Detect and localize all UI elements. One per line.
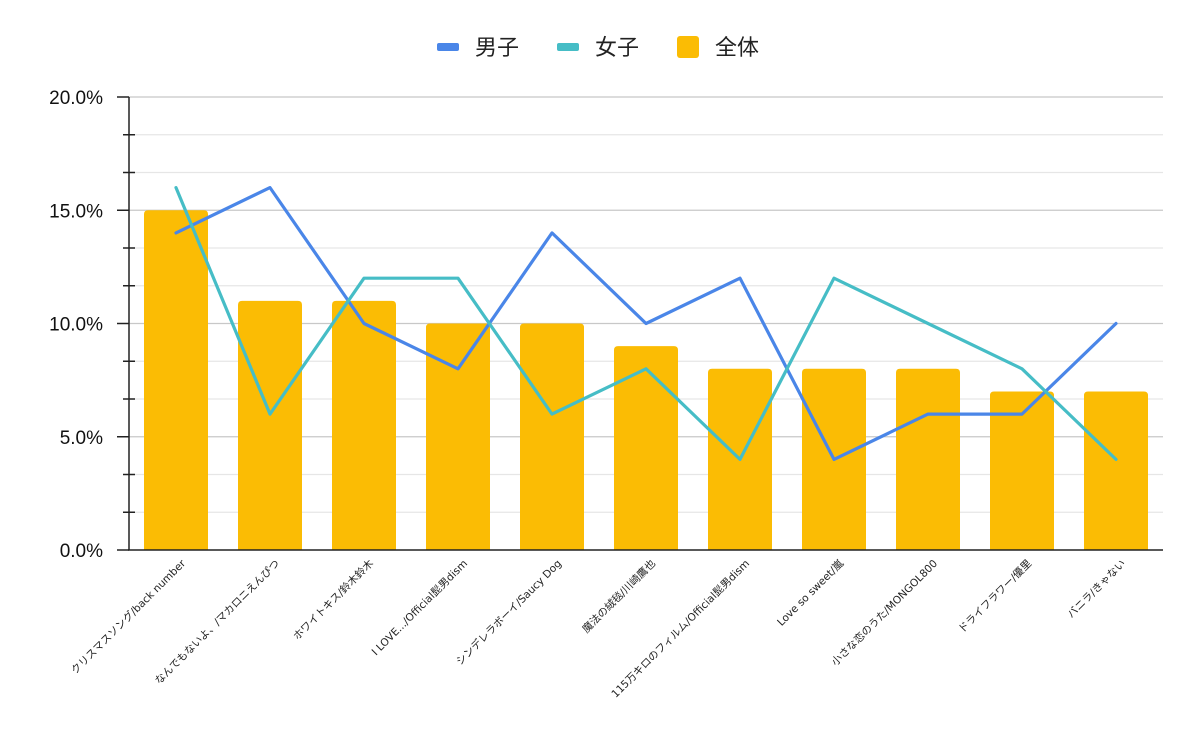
- y-tick-label: 15.0%: [49, 201, 103, 222]
- bar-2: [332, 300, 396, 550]
- y-tick-label: 5.0%: [60, 428, 103, 449]
- bar-8: [896, 368, 960, 550]
- y-tick-labels: 0.0% 5.0% 10.0% 15.0% 20.0%: [49, 88, 103, 562]
- bar-9: [990, 391, 1054, 550]
- legend-swatch-line: [557, 43, 579, 51]
- x-tick-label: クリスマスソング/back number: [68, 556, 188, 676]
- x-tick-label: バニラ/きゃない: [1065, 558, 1128, 621]
- legend: 男子 女子 全体: [437, 36, 759, 61]
- x-tick-label: 魔法の絨毯/川崎鷹也: [580, 557, 659, 636]
- bar-series: [144, 210, 1148, 550]
- line-series-0: [174, 186, 1118, 461]
- bar-5: [614, 346, 678, 550]
- y-tick-label: 10.0%: [49, 315, 103, 336]
- legend-label: 全体: [715, 36, 759, 61]
- line-series: [174, 186, 1118, 461]
- x-tick-label: Love so sweet/嵐: [775, 557, 846, 628]
- bar-1: [238, 300, 302, 550]
- bar-10: [1084, 391, 1148, 550]
- legend-swatch-bar: [677, 36, 699, 58]
- x-tick-label: シンデレラボーイ/Saucy Dog: [453, 557, 564, 668]
- y-tick-label: 0.0%: [60, 541, 103, 562]
- x-tick-label: ホワイトキス/鈴木鈴木: [290, 557, 376, 643]
- bar-0: [144, 210, 208, 550]
- legend-label: 女子: [595, 36, 639, 61]
- x-tick-label: ドライフラワー/優里: [956, 557, 1035, 636]
- legend-label: 男子: [475, 36, 519, 61]
- y-tick-label: 20.0%: [49, 88, 103, 109]
- bar-4: [520, 323, 584, 550]
- x-tick-label: 小さな恋のうた/MONGOL800: [829, 557, 940, 668]
- line-series-1: [174, 186, 1118, 461]
- legend-swatch-line: [437, 43, 459, 51]
- bar-3: [426, 323, 490, 550]
- x-tick-label: I LOVE.../Official髭男dism: [369, 557, 470, 658]
- axes: [117, 96, 1163, 551]
